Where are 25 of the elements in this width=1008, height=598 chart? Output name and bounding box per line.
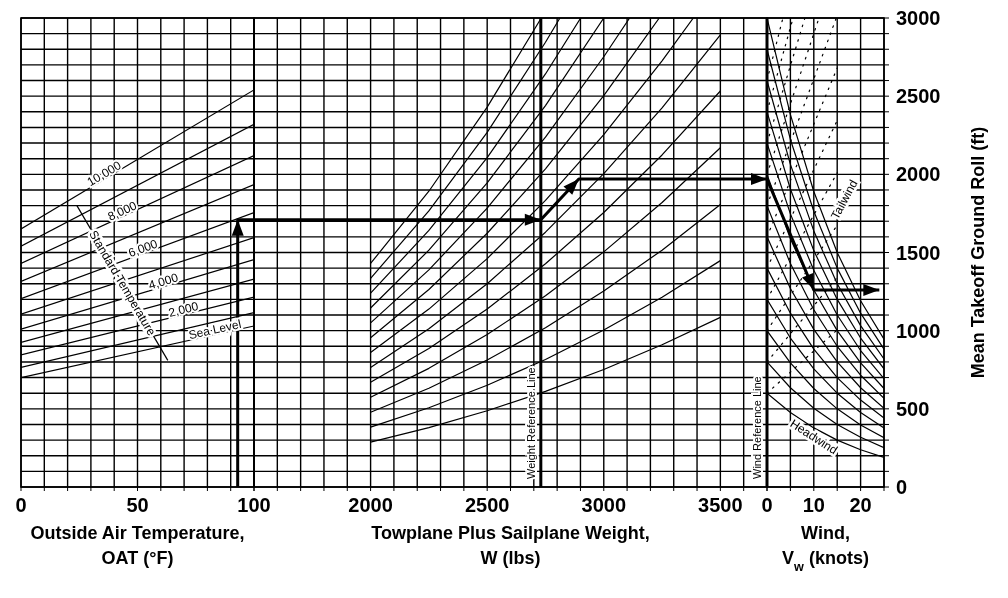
x-tick-label: 0 (761, 494, 773, 516)
ref-line-label: Wind Reference Line (751, 376, 763, 479)
y-axis-title: Mean Takeoff Ground Roll (ft) (968, 126, 988, 379)
y-tick-label: 1000 (896, 319, 941, 342)
x-axis-title: Towplane Plus Sailplane Weight, W (lbs) (371, 523, 650, 568)
x-axis-title: Wind, V$_{w}$ (knots) (782, 523, 869, 574)
y-tick-label: 3000 (896, 7, 941, 29)
text: 8,000 (105, 198, 140, 224)
x-tick-label: 3000 (581, 494, 627, 516)
x-tick-label: 100 (237, 494, 271, 516)
x-tick-label: 20 (849, 494, 872, 516)
x-tick-label: 50 (126, 494, 149, 516)
y-tick-label: 2000 (896, 163, 941, 186)
x-tick-label: 3500 (698, 494, 743, 516)
x-tick-label: 0 (15, 494, 27, 516)
x-tick-label: 2500 (464, 494, 510, 516)
y-tick-label: 1500 (896, 241, 941, 264)
y-tick-label: 2500 (896, 85, 941, 108)
ref-line-label: Weight Reference Line (524, 367, 537, 479)
x-tick-label: 2000 (348, 494, 393, 516)
x-axis-title: Outside Air Temperature, OAT (°F) (30, 523, 245, 568)
y-tick-label: 500 (896, 397, 930, 420)
y-tick-label: 0 (896, 476, 908, 498)
text: 6,000 (126, 236, 160, 261)
x-tick-label: 10 (802, 494, 825, 516)
